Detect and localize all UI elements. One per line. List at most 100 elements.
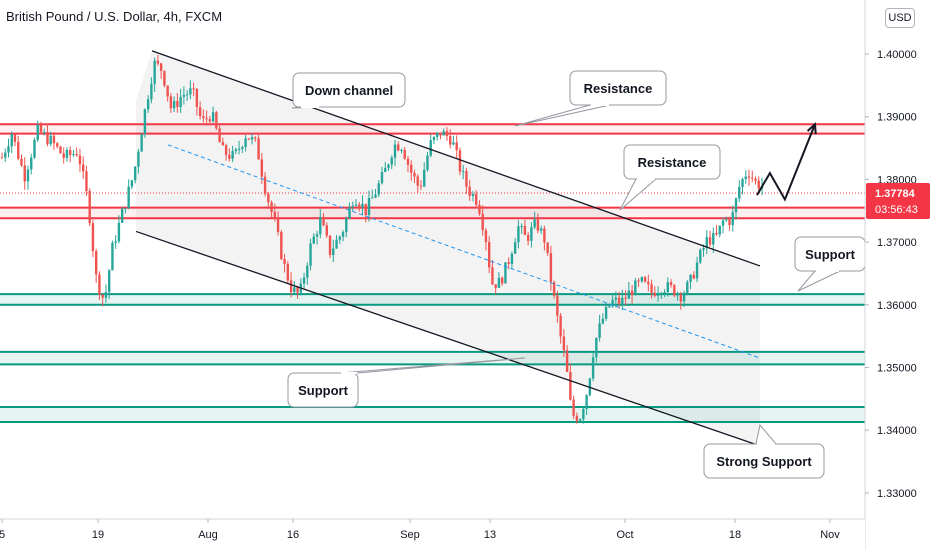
- annotation-support-1[interactable]: Support: [794, 236, 866, 292]
- annotation-down-channel[interactable]: Down channel: [291, 72, 406, 109]
- candle-body: [387, 164, 390, 169]
- candle-body: [734, 198, 738, 213]
- candle-body: [111, 242, 114, 271]
- candle-body: [754, 178, 757, 181]
- candle-body: [679, 293, 683, 302]
- candle-body: [286, 263, 290, 281]
- candle-body: [436, 132, 439, 137]
- candle-body: [721, 220, 725, 226]
- candle-body: [682, 294, 686, 302]
- candle-body: [371, 197, 374, 199]
- candle-body: [627, 290, 631, 299]
- currency-button[interactable]: USD: [885, 8, 915, 28]
- candle-body: [397, 144, 400, 151]
- annotation-support-2[interactable]: Support: [287, 357, 526, 408]
- candle-body: [380, 172, 384, 184]
- support-zone-band: [0, 407, 865, 423]
- candle-body: [598, 323, 601, 339]
- candle-body: [725, 219, 728, 221]
- x-tick-label: 5: [0, 529, 5, 541]
- candle-body: [393, 144, 397, 158]
- candle-body: [643, 277, 647, 282]
- candle-body: [604, 306, 608, 319]
- candle-body: [358, 204, 361, 208]
- candle-body: [429, 140, 432, 156]
- candle-body: [536, 219, 540, 231]
- candle-body: [669, 282, 673, 286]
- candle-body: [741, 179, 744, 188]
- candle-body: [484, 230, 488, 243]
- candle-body: [673, 285, 676, 296]
- price-badge-countdown: 03:56:43: [875, 204, 918, 216]
- candle-body: [650, 284, 653, 293]
- annotation-text: Down channel: [305, 83, 393, 98]
- annotation-strong-support[interactable]: Strong Support: [703, 423, 825, 479]
- candle-body: [52, 135, 56, 144]
- candle-body: [465, 171, 468, 187]
- candle-body: [591, 357, 595, 379]
- candle-body: [341, 232, 345, 237]
- candle-body: [458, 150, 462, 172]
- time-axis-bg: [0, 519, 865, 550]
- support-zone-band: [0, 294, 865, 305]
- candle-body: [390, 157, 393, 165]
- y-tick-label: 1.40000: [877, 49, 917, 61]
- candle-body: [0, 157, 4, 159]
- candle-body: [81, 164, 85, 172]
- annotation-resistance-2[interactable]: Resistance: [619, 144, 721, 211]
- candle-body: [315, 234, 319, 237]
- candle-body: [569, 371, 572, 400]
- annotation-box: [569, 70, 667, 106]
- candle-body: [692, 274, 695, 279]
- candle-body: [254, 137, 257, 139]
- candle-body: [712, 233, 715, 245]
- candle-body: [653, 292, 657, 296]
- candle-body: [273, 212, 277, 219]
- candle-body: [656, 293, 660, 296]
- x-tick-label: 16: [287, 529, 299, 541]
- candle-body: [335, 239, 338, 249]
- candle-body: [708, 237, 712, 245]
- candle-body: [747, 176, 751, 178]
- candle-body: [143, 109, 147, 135]
- candle-body: [517, 226, 520, 243]
- candle-body: [163, 70, 166, 86]
- candle-body: [361, 203, 364, 208]
- candle-body: [234, 149, 238, 152]
- candle-body: [49, 135, 52, 145]
- candle-body: [637, 280, 640, 282]
- candle-body: [26, 169, 30, 182]
- candle-body: [20, 158, 23, 166]
- candle-body: [176, 101, 179, 107]
- candle-body: [218, 128, 221, 143]
- candle-body: [208, 119, 212, 122]
- candle-body: [442, 131, 445, 136]
- candle-body: [487, 242, 491, 268]
- annotation-text: Resistance: [638, 155, 707, 170]
- candle-body: [406, 158, 410, 165]
- candle-body: [660, 293, 663, 295]
- support-zone-band: [0, 351, 865, 365]
- candle-body: [211, 112, 215, 122]
- candle-body: [513, 242, 517, 254]
- annotation-text: Support: [805, 247, 855, 262]
- annotation-resistance-1[interactable]: Resistance: [514, 70, 667, 127]
- candle-body: [182, 94, 186, 97]
- candle-body: [94, 251, 98, 275]
- x-tick-label: 13: [484, 529, 496, 541]
- candle-body: [267, 193, 270, 203]
- candle-body: [426, 155, 429, 170]
- symbol-title: British Pound / U.S. Dollar, 4h, FXCM: [6, 9, 223, 24]
- candle-body: [185, 94, 189, 96]
- y-tick-label: 1.35000: [877, 363, 917, 375]
- candle-body: [228, 154, 231, 159]
- candle-body: [582, 408, 585, 420]
- y-tick-label: 1.39000: [877, 112, 917, 124]
- candle-body: [738, 187, 741, 199]
- candle-body: [686, 281, 689, 295]
- candle-body: [546, 242, 549, 254]
- candle-body: [146, 99, 150, 110]
- candle-body: [504, 262, 507, 284]
